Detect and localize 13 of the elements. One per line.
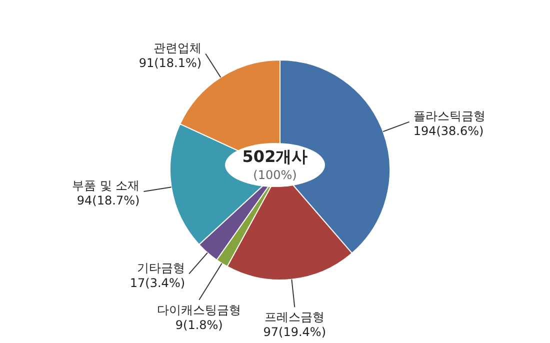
data-label: 17(3.4%) xyxy=(130,276,186,290)
data-label: 97(19.4%) xyxy=(263,325,326,340)
data-label: 9(1.8%) xyxy=(175,318,223,332)
slice-label: 부품 및 소재 xyxy=(72,178,140,193)
data-label: 194(38.6%) xyxy=(413,124,484,138)
slice-label: 다이캐스팅금형 xyxy=(157,302,242,317)
slice-label: 기타금형 xyxy=(137,260,186,275)
data-label: 91(18.1%) xyxy=(138,56,202,70)
slice-label: 플라스틱금형 xyxy=(413,108,486,123)
slice-label: 프레스금형 xyxy=(264,310,325,324)
slice-label: 관련업체 xyxy=(154,40,202,55)
center-label: 502개사 (100%) xyxy=(225,143,325,187)
data-label: 94(18.7%) xyxy=(76,194,140,208)
